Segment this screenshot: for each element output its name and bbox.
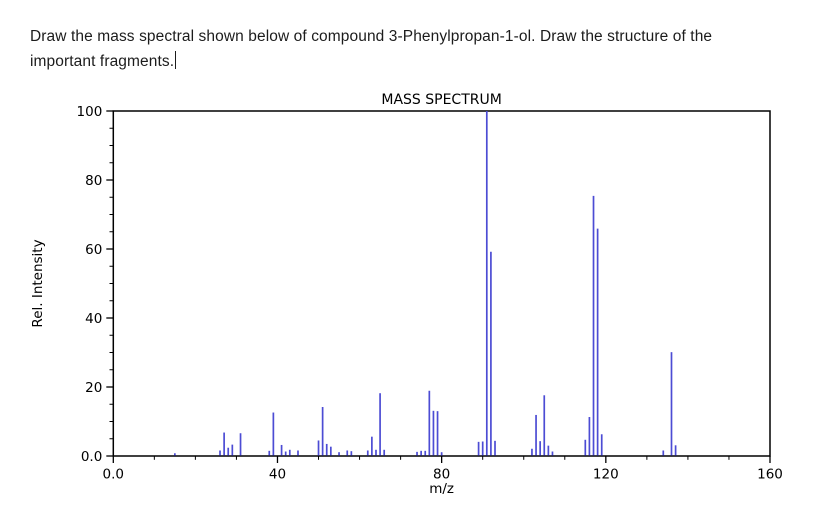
x-axis-label: m/z <box>429 481 454 497</box>
y-tick-label: 40 <box>85 311 102 327</box>
axis-ticks: 0.0 40 80 120 160 0.0 20 40 60 80 100 <box>77 104 783 483</box>
y-axis-label: Rel. Intensity <box>30 239 46 327</box>
text-cursor[interactable] <box>175 51 177 69</box>
prompt-line-1: Draw the mass spectral shown below of co… <box>30 28 713 45</box>
x-tick-label: 0.0 <box>103 467 124 483</box>
spectrum-peaks <box>174 111 677 456</box>
y-tick-label: 0.0 <box>81 449 102 465</box>
x-tick-label: 40 <box>269 467 286 483</box>
prompt-line-2: important fragments. <box>30 53 175 70</box>
prompt-text: Draw the mass spectral shown below of co… <box>30 24 798 74</box>
x-tick-label: 120 <box>593 467 619 483</box>
y-tick-label: 100 <box>77 104 103 120</box>
chart-title: MASS SPECTRUM <box>381 92 501 108</box>
x-tick-label: 80 <box>433 467 450 483</box>
x-tick-label: 160 <box>757 467 783 483</box>
y-tick-label: 60 <box>85 242 102 258</box>
y-tick-label: 80 <box>85 173 102 189</box>
y-tick-label: 20 <box>85 380 102 396</box>
